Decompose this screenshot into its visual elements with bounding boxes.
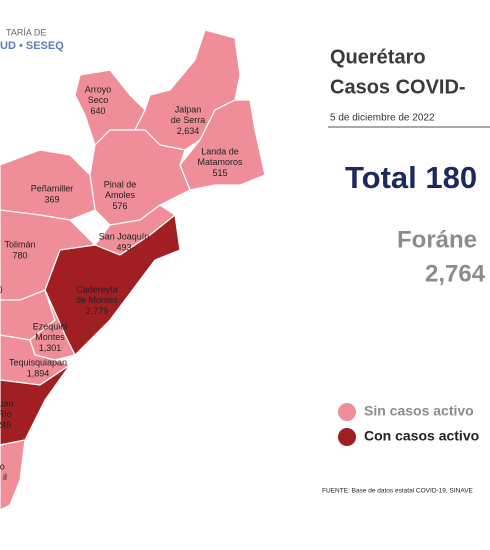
municipality-name: de Montes [76, 295, 119, 305]
municipality-name: Matamoros [197, 157, 243, 167]
municipality-name: Pinal de [104, 179, 137, 189]
municipality-cases: 1,301 [39, 343, 62, 353]
title: Casos COVID- [330, 76, 466, 98]
region [0, 364, 71, 446]
municipality-name: Ezequiel [33, 321, 68, 331]
municipality-cases: 515 [212, 168, 227, 178]
municipality-name: Jalpan [175, 104, 202, 114]
date: 5 de diciembre de 2022 [330, 113, 435, 124]
municipality-name: Tequisquiapan [9, 357, 67, 367]
municipality-cases: 2,779 [86, 306, 109, 316]
municipality-name: San Joaquín [99, 231, 150, 241]
total: Total 180 [345, 160, 477, 195]
map [0, 29, 266, 511]
municipality-cases: 493 [116, 242, 131, 252]
municipality-cases: 0 [0, 285, 3, 295]
municipality-cases: 780 [12, 250, 27, 260]
source: FUENTE: Base de datos estatal COVID-19, … [322, 488, 474, 495]
municipality-name: Montes [35, 332, 65, 342]
municipality-name: Landa de [201, 146, 239, 156]
region [0, 439, 26, 511]
municipality-name: el Río [0, 409, 12, 419]
municipality-name: de Serra [171, 115, 206, 125]
municipality-cases: 369 [44, 194, 59, 204]
municipality-name: Seco [88, 95, 109, 105]
legend-label: Con casos activo [364, 428, 479, 444]
agency-line: UD • SESEQ [0, 40, 64, 52]
municipality-name: Amoles [105, 190, 136, 200]
municipality-name: n Juan [0, 398, 14, 408]
title: Querétaro [330, 46, 426, 68]
municipality-cases: 9,249 [0, 420, 11, 430]
agency-line: TARÍA DE [6, 27, 46, 37]
municipality-name: Arroyo [85, 84, 112, 94]
legend-swatch [338, 403, 356, 421]
municipality-name: Cadereyta [76, 284, 118, 294]
municipality-name: Tolimán [4, 239, 35, 249]
municipality-name: il [3, 472, 7, 482]
legend-label: Sin casos activo [364, 403, 474, 419]
municipality-name: co [0, 461, 5, 471]
municipality-name: Peñamiller [31, 183, 74, 193]
foreign-value: 2,764 [425, 260, 486, 287]
legend-swatch [338, 428, 356, 446]
municipality-cases: 640 [90, 106, 105, 116]
foreign-label: Foráne [397, 226, 477, 253]
municipality-cases: 1,894 [27, 368, 50, 378]
municipality-cases: 2,634 [177, 126, 200, 136]
municipality-cases: 576 [112, 201, 127, 211]
